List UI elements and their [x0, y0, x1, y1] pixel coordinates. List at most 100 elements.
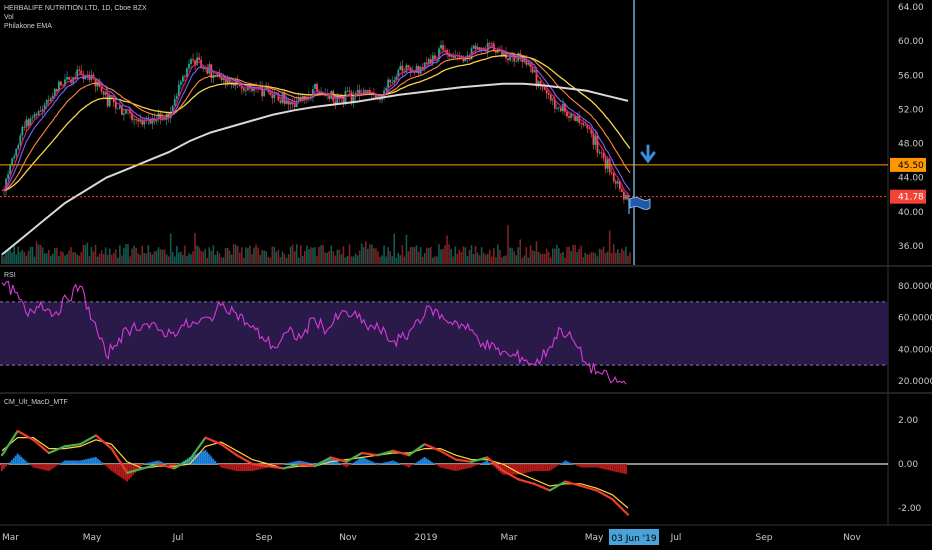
price-level-label-1: 41.78 [898, 193, 924, 203]
volume-bar [547, 251, 550, 264]
volume-bar [15, 254, 18, 264]
candle-body [108, 94, 111, 107]
candle-body [37, 111, 40, 116]
volume-bar [194, 232, 196, 264]
candle-body [545, 89, 548, 94]
volume-bar [206, 257, 209, 264]
candle-body [366, 90, 369, 91]
candle-body [118, 105, 121, 109]
candle-body [362, 90, 365, 93]
volume-bar [588, 254, 591, 264]
symbol-title[interactable]: HERBALIFE NUTRITION LTD, 1D, Cboe BZX [4, 5, 147, 12]
macd-line-segment [501, 469, 520, 481]
volume-bar [169, 233, 172, 264]
macd-tick-label: 2.00 [898, 416, 918, 426]
ema-legend[interactable]: Philakone EMA [4, 23, 52, 30]
volume-bar [531, 249, 534, 264]
volume-bar [462, 246, 465, 264]
rsi-legend[interactable]: RSI [4, 272, 16, 279]
candle-body [242, 88, 245, 91]
volume-bar [228, 250, 231, 264]
candle-body [602, 152, 605, 159]
macd-line-segment [392, 449, 410, 457]
macd-histogram-bar [153, 461, 156, 464]
candle-body [55, 88, 58, 92]
volume-bar [33, 256, 36, 264]
volume-bar [602, 246, 605, 264]
candle-body [281, 93, 284, 103]
volume-bar [175, 245, 178, 264]
volume-bar [403, 256, 406, 264]
volume-bar [279, 257, 282, 264]
volume-bar [448, 244, 450, 264]
volume-bar [578, 248, 580, 264]
macd-legend[interactable]: CM_Ult_MacD_MTF [4, 399, 68, 406]
candle-body [478, 47, 481, 51]
macd-histogram-bar [286, 463, 289, 464]
macd-histogram-bar [175, 464, 178, 467]
macd-histogram-bar [298, 460, 301, 464]
candle-body [627, 194, 629, 200]
macd-histogram-bar [147, 462, 150, 464]
macd-histogram-bar [106, 464, 109, 468]
macd-histogram-bar [470, 464, 473, 468]
macd-histogram-bar [564, 460, 567, 464]
macd-histogram-bar [194, 454, 197, 464]
volume-bar [627, 255, 629, 264]
macd-line-segment [266, 465, 285, 470]
candle-body [584, 124, 587, 126]
candle-body [58, 81, 60, 92]
volume-bar [182, 254, 184, 264]
candle-body [41, 109, 44, 112]
main-legend: HERBALIFE NUTRITION LTD, 1D, Cboe BZX Vo… [4, 4, 147, 31]
macd-line-segment [454, 458, 473, 463]
candle-body [401, 65, 404, 72]
candle-body [121, 105, 123, 115]
macd-histogram-bar [605, 464, 608, 470]
candle-body [537, 81, 540, 87]
volume-bar [241, 247, 243, 264]
volume-bar [295, 244, 298, 264]
candle-body [240, 86, 243, 89]
volume-bar [586, 254, 589, 264]
candle-body [192, 59, 194, 61]
macd-histogram-bar [294, 461, 297, 464]
volume-bar [427, 247, 430, 264]
candle-body [285, 100, 288, 104]
price-level-badge-0 [890, 157, 926, 172]
macd-histogram-bar [229, 464, 232, 470]
macd-histogram-bar [329, 456, 332, 464]
volume-bar [330, 245, 333, 264]
macd-histogram-bar [574, 464, 577, 465]
candle-body [175, 95, 178, 99]
candle-body [19, 135, 22, 145]
macd-histogram-bar [12, 457, 15, 464]
macd-histogram-bar [61, 461, 64, 464]
macd-histogram-bar [343, 464, 346, 467]
macd-histogram-bar [112, 464, 115, 473]
macd-histogram-bar [587, 464, 590, 468]
volume-bar [76, 254, 78, 264]
macd-histogram-bar [509, 464, 512, 475]
candle-body [263, 88, 266, 97]
candle-body [462, 58, 465, 62]
volume-legend[interactable]: Vol [4, 14, 14, 21]
macd-line-segment [204, 436, 223, 446]
macd-histogram-bar [400, 464, 402, 465]
volume-bar [476, 252, 479, 264]
macd-histogram-bar [398, 463, 401, 464]
macd-histogram-bar [57, 464, 60, 465]
macd-histogram-bar [79, 460, 82, 464]
macd-histogram-bar [492, 464, 494, 466]
candle-body [202, 68, 205, 69]
macd-histogram-bar [443, 464, 446, 469]
volume-bar [539, 253, 542, 264]
macd-histogram-bar [69, 460, 72, 464]
macd-histogram-bar [151, 461, 154, 464]
macd-histogram-bar [419, 459, 422, 464]
volume-bar [35, 241, 38, 264]
volume-bar [96, 256, 99, 264]
macd-histogram-bar [296, 460, 299, 464]
candle-body [25, 119, 28, 128]
